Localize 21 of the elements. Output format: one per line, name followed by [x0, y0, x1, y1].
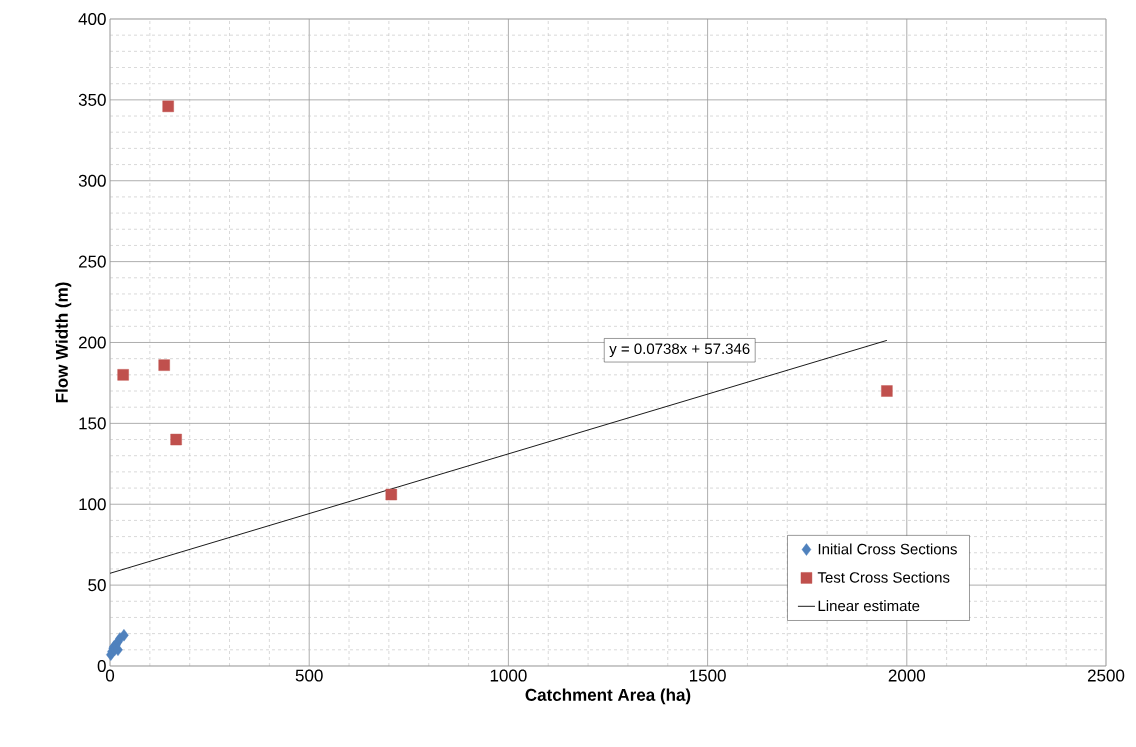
legend-label: Linear estimate	[818, 600, 920, 612]
y-tick-label: 50	[88, 579, 106, 592]
y-tick-label: 100	[79, 498, 106, 511]
x-tick-label: 2000	[888, 669, 926, 682]
x-tick-label: 2500	[1087, 669, 1125, 682]
x-tick-label: 1500	[689, 669, 726, 682]
legend-label: Initial Cross Sections	[818, 543, 957, 555]
y-tick-label: 300	[78, 174, 106, 187]
x-axis-title: Catchment Area (ha)	[525, 688, 691, 705]
legend-label: Test Cross Sections	[817, 571, 950, 583]
y-tick-label: 350	[78, 93, 106, 106]
annotation: y = 0.0738x + 57.346	[609, 343, 750, 358]
x-tick-label: 500	[295, 669, 323, 682]
y-tick-label: 200	[78, 336, 106, 349]
y-tick-label: 250	[78, 255, 106, 268]
x-tick-label: 1000	[490, 669, 527, 682]
y-axis-title: Flow Width (m)	[55, 282, 72, 403]
y-tick-label: 0	[97, 659, 106, 673]
x-tick-label: 0	[105, 669, 115, 682]
y-tick-label: 150	[79, 417, 106, 430]
y-tick-label: 400	[78, 12, 106, 26]
